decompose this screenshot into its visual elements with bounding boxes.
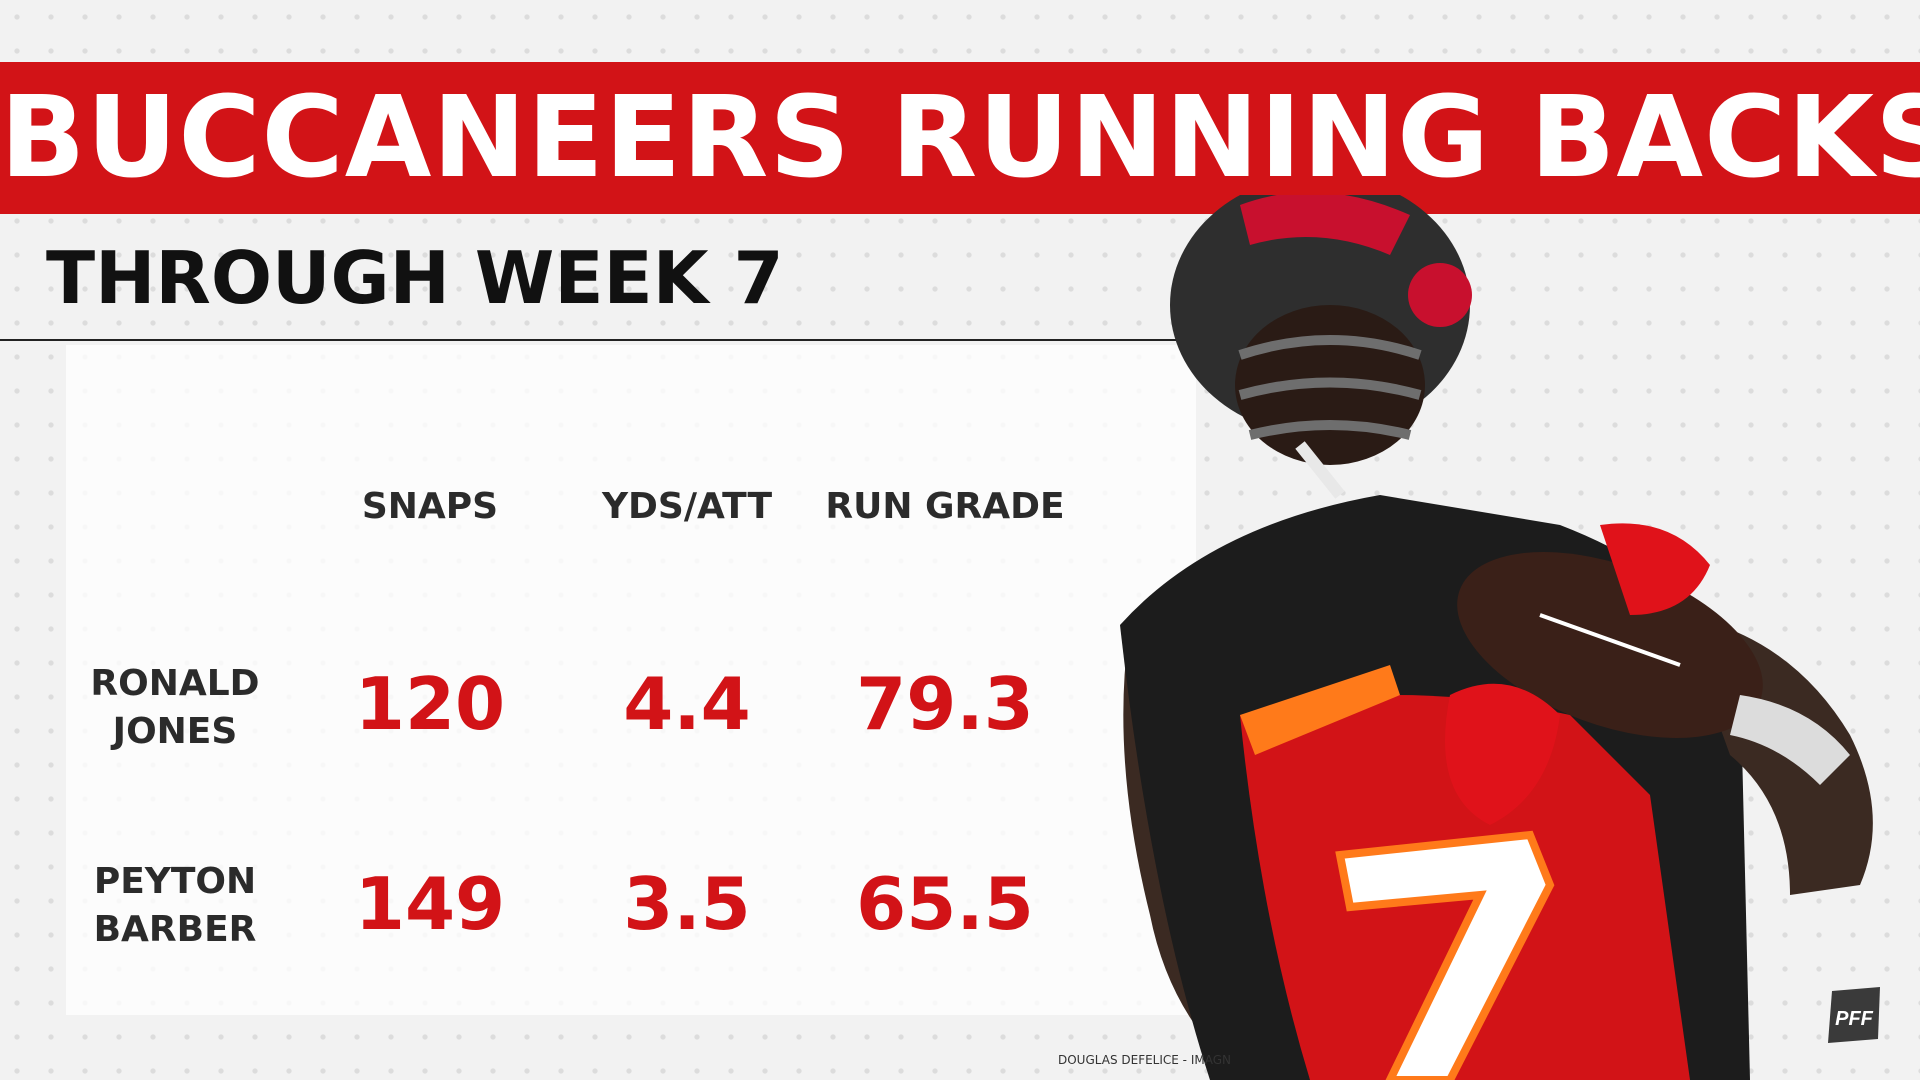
run-grade-value: 79.3	[856, 662, 1034, 746]
glove-shape	[1445, 683, 1560, 825]
snaps-value: 149	[354, 862, 506, 946]
stats-panel	[66, 345, 1196, 1015]
player-last-name: BARBER	[93, 909, 257, 950]
player-first-name: PEYTON	[93, 861, 257, 902]
facemask	[1238, 335, 1422, 440]
page-title: BUCCANEERS RUNNING BACKS	[0, 73, 1920, 203]
glove-shape	[1600, 523, 1710, 615]
helmet-stripe	[1240, 195, 1410, 255]
page-subtitle: THROUGH WEEK 7	[46, 236, 784, 320]
snaps-value: 120	[354, 662, 506, 746]
column-header-snaps: SNAPS	[361, 486, 499, 527]
yds-att-value: 3.5	[623, 862, 751, 946]
pff-logo: PFF	[1828, 987, 1880, 1043]
player-name: RONALD JONES	[60, 660, 290, 756]
chin-strap	[1295, 441, 1345, 499]
player-name: PEYTON BARBER	[60, 858, 290, 954]
player-first-name: RONALD	[90, 663, 260, 704]
column-header-run-grade: RUN GRADE	[825, 486, 1065, 527]
player-photo	[1120, 195, 1873, 1080]
title-bar	[0, 62, 1920, 214]
football	[1457, 552, 1763, 738]
wristband	[1730, 695, 1850, 785]
photo-credit: DOUGLAS DEFELICE - IMAGN	[1058, 1053, 1231, 1067]
column-header-yds-att: YDS/ATT	[601, 486, 773, 527]
run-grade-value: 65.5	[856, 862, 1034, 946]
yds-att-value: 4.4	[623, 662, 751, 746]
player-last-name: JONES	[112, 711, 238, 752]
football-laces	[1539, 613, 1681, 667]
helmet-logo	[1408, 263, 1472, 327]
pff-logo-text: PFF	[1835, 1008, 1874, 1030]
orange-stripe	[1240, 665, 1400, 755]
jersey-number	[1335, 830, 1555, 1080]
divider	[0, 339, 1240, 341]
